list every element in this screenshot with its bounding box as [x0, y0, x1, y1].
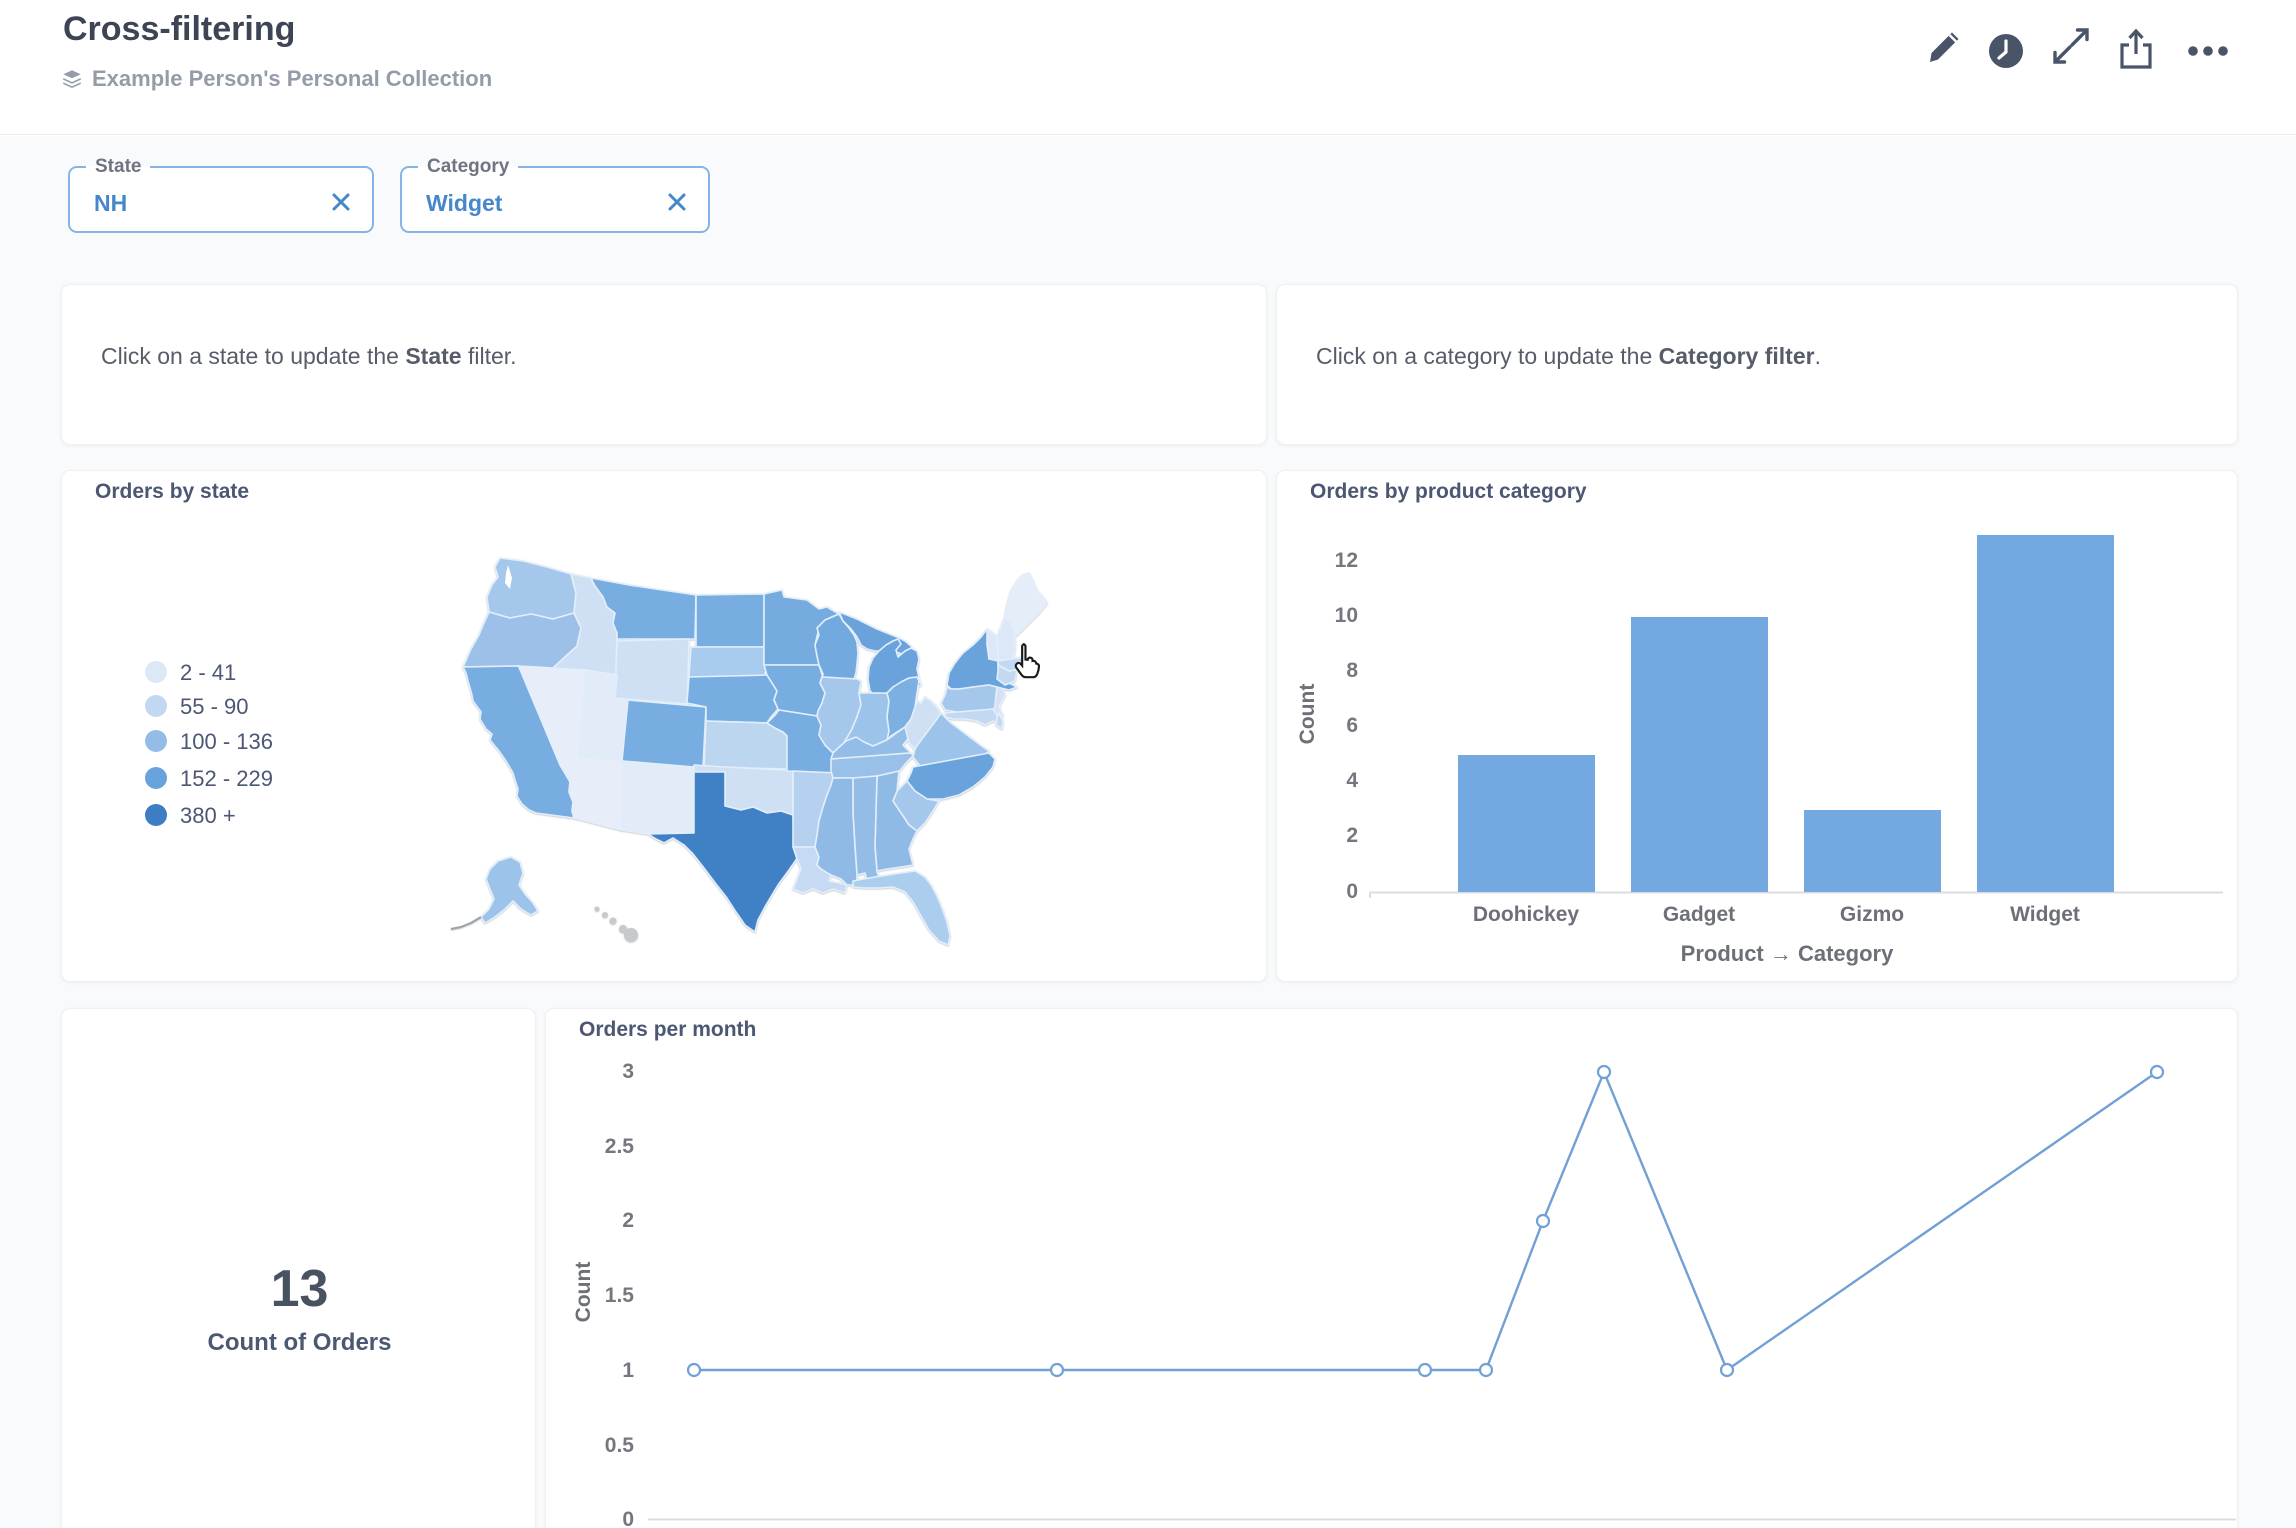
svg-text:1.5: 1.5	[605, 1284, 635, 1307]
svg-text:2: 2	[622, 1209, 634, 1232]
svg-text:2.5: 2.5	[605, 1135, 635, 1158]
svg-text:4: 4	[1346, 769, 1358, 792]
svg-text:152 - 229: 152 - 229	[180, 766, 273, 791]
svg-text:6: 6	[1346, 714, 1358, 737]
svg-text:55 - 90: 55 - 90	[180, 694, 249, 719]
svg-text:Product → Category: Product → Category	[1681, 941, 1894, 966]
svg-text:Widget: Widget	[2010, 903, 2080, 926]
svg-text:10: 10	[1335, 604, 1358, 627]
svg-text:2: 2	[1346, 824, 1358, 847]
svg-text:380 +: 380 +	[180, 803, 236, 828]
svg-text:Gadget: Gadget	[1663, 903, 1735, 926]
svg-text:Gizmo: Gizmo	[1840, 903, 1904, 926]
svg-text:0: 0	[1346, 880, 1358, 903]
svg-text:2 - 41: 2 - 41	[180, 660, 236, 685]
svg-text:0: 0	[622, 1508, 634, 1528]
svg-text:0.5: 0.5	[605, 1434, 635, 1457]
svg-text:8: 8	[1346, 659, 1358, 682]
svg-text:Count: Count	[572, 1262, 595, 1323]
svg-text:Count: Count	[1296, 684, 1319, 745]
svg-text:100 - 136: 100 - 136	[180, 729, 273, 754]
svg-text:Doohickey: Doohickey	[1473, 903, 1580, 926]
svg-text:1: 1	[622, 1359, 634, 1382]
svg-text:12: 12	[1335, 549, 1358, 572]
svg-text:3: 3	[622, 1060, 634, 1083]
